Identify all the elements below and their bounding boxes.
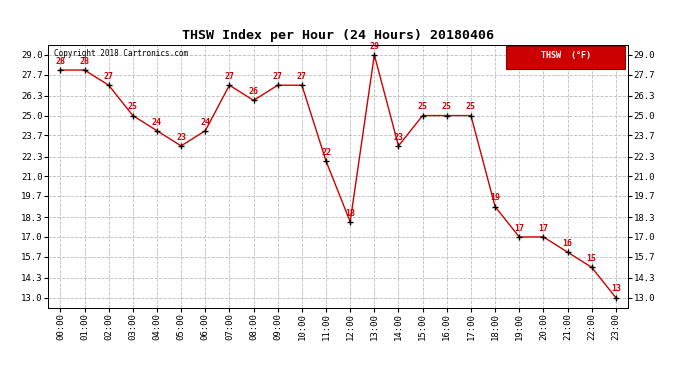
Text: 25: 25 bbox=[128, 102, 138, 111]
Text: Copyright 2018 Cartronics.com: Copyright 2018 Cartronics.com bbox=[54, 49, 188, 58]
Text: 22: 22 bbox=[321, 148, 331, 157]
Text: 15: 15 bbox=[586, 254, 597, 263]
Text: 25: 25 bbox=[442, 102, 452, 111]
Text: 29: 29 bbox=[369, 42, 380, 51]
Text: 23: 23 bbox=[176, 133, 186, 142]
Text: 16: 16 bbox=[562, 239, 573, 248]
Text: 19: 19 bbox=[490, 194, 500, 202]
Text: 17: 17 bbox=[514, 224, 524, 233]
Text: 18: 18 bbox=[345, 209, 355, 218]
Text: 27: 27 bbox=[224, 72, 235, 81]
Text: 13: 13 bbox=[611, 285, 621, 294]
Text: 24: 24 bbox=[152, 118, 162, 127]
Text: 27: 27 bbox=[297, 72, 307, 81]
Text: THSW  (°F): THSW (°F) bbox=[541, 51, 591, 60]
Text: 27: 27 bbox=[104, 72, 114, 81]
Text: 28: 28 bbox=[55, 57, 66, 66]
FancyBboxPatch shape bbox=[506, 46, 625, 69]
Text: 17: 17 bbox=[538, 224, 549, 233]
Text: 26: 26 bbox=[248, 87, 259, 96]
Text: 23: 23 bbox=[393, 133, 404, 142]
Text: 27: 27 bbox=[273, 72, 283, 81]
Text: 28: 28 bbox=[79, 57, 90, 66]
Text: 25: 25 bbox=[466, 102, 476, 111]
Text: 24: 24 bbox=[200, 118, 210, 127]
Text: 25: 25 bbox=[417, 102, 428, 111]
Title: THSW Index per Hour (24 Hours) 20180406: THSW Index per Hour (24 Hours) 20180406 bbox=[182, 30, 494, 42]
